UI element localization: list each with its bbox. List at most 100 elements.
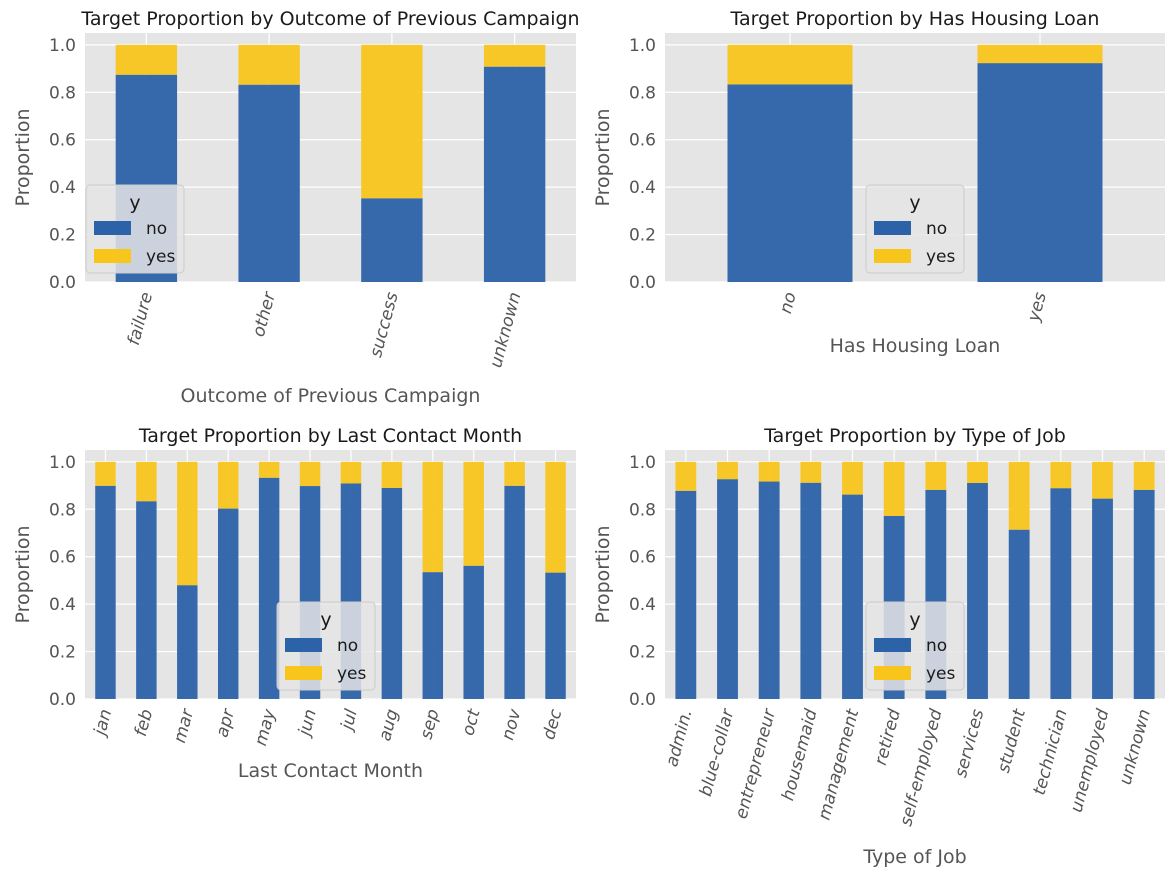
y-tick-label: 0.6 xyxy=(49,131,76,151)
y-tick-label: 0.8 xyxy=(629,500,656,520)
bar-yes-mar xyxy=(177,461,198,586)
x-tick-label: admin. xyxy=(662,707,697,769)
legend-label-yes: yes xyxy=(926,664,956,684)
bar-yes-oct xyxy=(463,461,484,566)
bar-no-feb xyxy=(136,501,157,699)
x-tick-label: management xyxy=(815,706,864,822)
bar-yes-other xyxy=(238,44,300,85)
y-tick-label: 0.0 xyxy=(629,273,656,293)
legend-title: y xyxy=(909,192,920,214)
chart-panel-3: 0.0 0.2 0.4 0.6 0.8 1.0 jan feb mar apr may jun jul a… xyxy=(12,425,576,782)
y-tick-label: 1.0 xyxy=(629,453,656,473)
y-tick-label: 0.6 xyxy=(629,548,656,568)
bar-yes-unknown xyxy=(483,44,546,67)
y-tick-label: 0.8 xyxy=(629,83,656,103)
bar-no-unknown xyxy=(483,66,546,282)
x-tick-label: apr xyxy=(212,706,239,739)
legend: yno yes xyxy=(85,184,185,274)
bar-yes-housemaid xyxy=(800,461,822,483)
x-axis-label: Has Housing Loan xyxy=(830,335,1001,357)
x-tick-label: other xyxy=(249,289,280,339)
chart-panel-2: 0.0 0.2 0.4 0.6 0.8 1.0 no yes Target Proportion… xyxy=(592,8,1165,357)
x-tick-label: student xyxy=(994,706,1030,775)
x-tick-label: jan xyxy=(90,707,117,739)
y-tick-label: 0.0 xyxy=(49,273,76,293)
y-tick-label: 0.0 xyxy=(49,690,76,710)
bar-no-services xyxy=(967,482,988,699)
y-tick-label: 0.2 xyxy=(49,643,76,663)
legend-swatch-yes xyxy=(874,249,911,263)
bar-no-admin. xyxy=(675,490,697,699)
x-tick-label: unemployed xyxy=(1067,707,1114,815)
bar-no-unknown xyxy=(1133,489,1155,699)
bar-no-yes xyxy=(977,63,1103,282)
legend-swatch-yes xyxy=(874,666,911,680)
x-tick-label: jun xyxy=(294,707,321,739)
legend-label-yes: yes xyxy=(146,247,176,267)
x-tick-label: oct xyxy=(458,706,485,738)
bar-no-aug xyxy=(381,487,403,699)
bar-yes-no xyxy=(727,44,853,85)
y-axis-label: Proportion xyxy=(592,108,614,206)
y-axis-label: Proportion xyxy=(12,108,34,206)
x-tick-label: nov xyxy=(498,706,526,742)
legend-title: y xyxy=(909,609,920,631)
x-tick-label: blue-collar xyxy=(696,706,739,799)
x-tick-label: services xyxy=(951,707,988,780)
bar-no-dec xyxy=(545,572,566,699)
y-tick-label: 0.0 xyxy=(629,690,656,710)
x-axis-label: Last Contact Month xyxy=(238,760,423,782)
x-tick-label: housemaid xyxy=(778,707,822,803)
x-tick-label: success xyxy=(366,290,403,360)
x-tick-label: dec xyxy=(539,706,566,741)
legend-label-no: no xyxy=(337,636,358,656)
x-tick-label: aug xyxy=(375,707,403,743)
bar-no-may xyxy=(258,477,280,699)
bar-yes-yes xyxy=(977,44,1103,64)
y-tick-label: 0.8 xyxy=(49,500,76,520)
x-axis-label: Type of Job xyxy=(862,846,966,868)
chart-panel-1: 0.0 0.2 0.4 0.6 0.8 1.0 failure other success unk… xyxy=(12,8,580,407)
x-tick-label: jul xyxy=(337,707,362,734)
bar-yes-jul xyxy=(340,461,362,484)
x-tick-label: self-employed xyxy=(896,707,946,828)
y-tick-label: 0.4 xyxy=(49,178,76,198)
bar-yes-sep xyxy=(422,461,444,573)
bar-no-housemaid xyxy=(800,482,822,699)
y-tick-label: 1.0 xyxy=(49,36,76,56)
bar-no-management xyxy=(842,494,863,699)
x-tick-label: feb xyxy=(131,707,157,738)
bar-no-jan xyxy=(95,485,116,699)
y-tick-label: 0.2 xyxy=(49,226,76,246)
legend-swatch-yes xyxy=(285,666,322,680)
bar-no-sep xyxy=(422,572,444,699)
bar-yes-failure xyxy=(115,44,178,75)
bar-no-success xyxy=(361,198,423,282)
legend-title: y xyxy=(320,609,331,631)
legend-label-no: no xyxy=(926,636,947,656)
bar-yes-apr xyxy=(217,461,239,509)
chart-panel-4: 0.0 0.2 0.4 0.6 0.8 1.0 admin. blue-collarentre… xyxy=(592,425,1165,868)
y-tick-label: 0.6 xyxy=(629,131,656,151)
x-tick-label: unknown xyxy=(1116,707,1155,787)
bar-no-no xyxy=(727,84,853,283)
y-axis-label: Proportion xyxy=(592,525,614,623)
x-tick-label: mar xyxy=(170,706,198,745)
legend-label-no: no xyxy=(926,219,947,239)
chart-title: Target Proportion by Has Housing Loan xyxy=(730,8,1100,30)
y-tick-label: 1.0 xyxy=(49,453,76,473)
bar-no-apr xyxy=(217,508,239,699)
bar-yes-aug xyxy=(381,461,403,488)
legend: yno yes xyxy=(865,601,965,691)
bar-yes-nov xyxy=(504,461,525,486)
bar-no-mar xyxy=(177,585,198,699)
y-tick-label: 0.8 xyxy=(49,83,76,103)
bar-yes-success xyxy=(361,44,423,199)
bar-yes-student xyxy=(1008,461,1030,530)
bar-yes-unknown xyxy=(1133,461,1155,490)
bar-yes-unemployed xyxy=(1092,461,1113,499)
x-tick-label: retired xyxy=(871,707,905,768)
bar-no-oct xyxy=(463,565,484,699)
bar-yes-technician xyxy=(1050,461,1072,489)
